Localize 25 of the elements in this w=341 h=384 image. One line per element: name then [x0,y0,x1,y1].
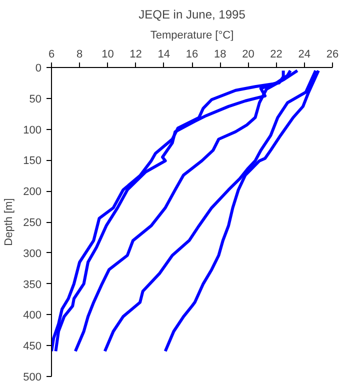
chart-title: JEQE in June, 1995 [138,8,246,22]
x-axis-title: Temperature [°C] [150,30,234,42]
y-tick-label: 350 [23,278,42,291]
x-tick-label: 6 [48,48,55,60]
y-tick-label: 450 [23,340,42,353]
x-tick-label: 26 [326,48,339,60]
x-tick-label: 14 [158,48,170,60]
y-tick-label: 200 [23,186,42,198]
y-tick-label: 50 [29,93,42,106]
x-tick-label: 8 [76,48,83,60]
x-tick-label: 24 [298,48,311,60]
y-tick-label: 300 [23,248,42,260]
y-axis-title: Depth [m] [3,198,16,246]
x-tick-label: 10 [102,48,114,60]
x-tick-label: 20 [242,48,254,60]
y-tick-label: 500 [23,372,42,384]
x-tick-label: 16 [186,48,198,60]
y-tick-label: 400 [23,310,42,322]
x-tick-label: 22 [270,48,282,60]
x-tick-label: 18 [214,48,226,60]
y-tick-label: 0 [35,62,42,74]
y-tick-label: 100 [23,124,42,136]
y-tick-label: 250 [23,217,42,229]
y-tick-label: 150 [23,155,42,168]
x-tick-label: 12 [130,48,142,60]
